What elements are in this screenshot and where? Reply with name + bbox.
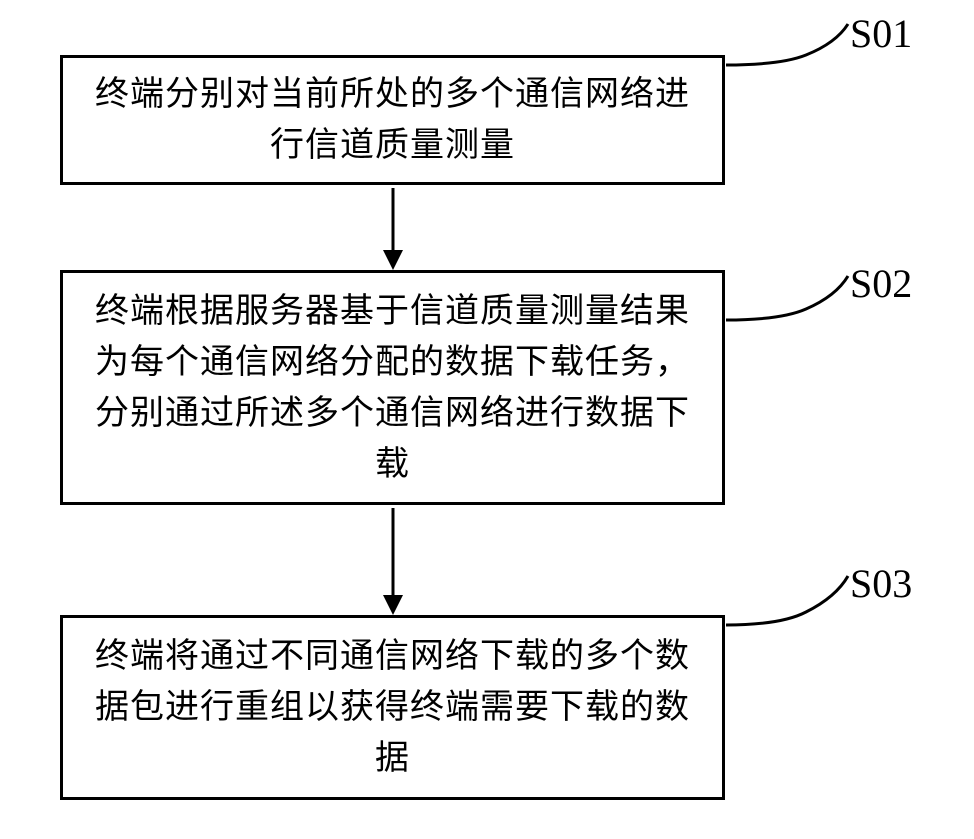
step-label-s01: S01 — [850, 10, 912, 57]
flowchart-arrow — [378, 508, 408, 617]
step-label-s03: S03 — [850, 560, 912, 607]
callout-connector-s02 — [726, 272, 856, 332]
node-text: 终端根据服务器基于信道质量测量结果为每个通信网络分配的数据下载任务，分别通过所述… — [87, 286, 698, 490]
node-text: 终端分别对当前所处的多个通信网络进行信道质量测量 — [87, 69, 698, 171]
flowchart-arrow — [378, 188, 408, 272]
step-label-s02: S02 — [850, 260, 912, 307]
flowchart-node-s02: 终端根据服务器基于信道质量测量结果为每个通信网络分配的数据下载任务，分别通过所述… — [60, 270, 725, 505]
flowchart-container: 终端分别对当前所处的多个通信网络进行信道质量测量 S01 终端根据服务器基于信道… — [0, 0, 974, 839]
callout-connector-s03 — [726, 572, 856, 632]
flowchart-node-s03: 终端将通过不同通信网络下载的多个数据包进行重组以获得终端需要下载的数据 — [60, 615, 725, 800]
node-text: 终端将通过不同通信网络下载的多个数据包进行重组以获得终端需要下载的数据 — [87, 631, 698, 784]
flowchart-node-s01: 终端分别对当前所处的多个通信网络进行信道质量测量 — [60, 55, 725, 185]
callout-connector-s01 — [726, 20, 856, 80]
